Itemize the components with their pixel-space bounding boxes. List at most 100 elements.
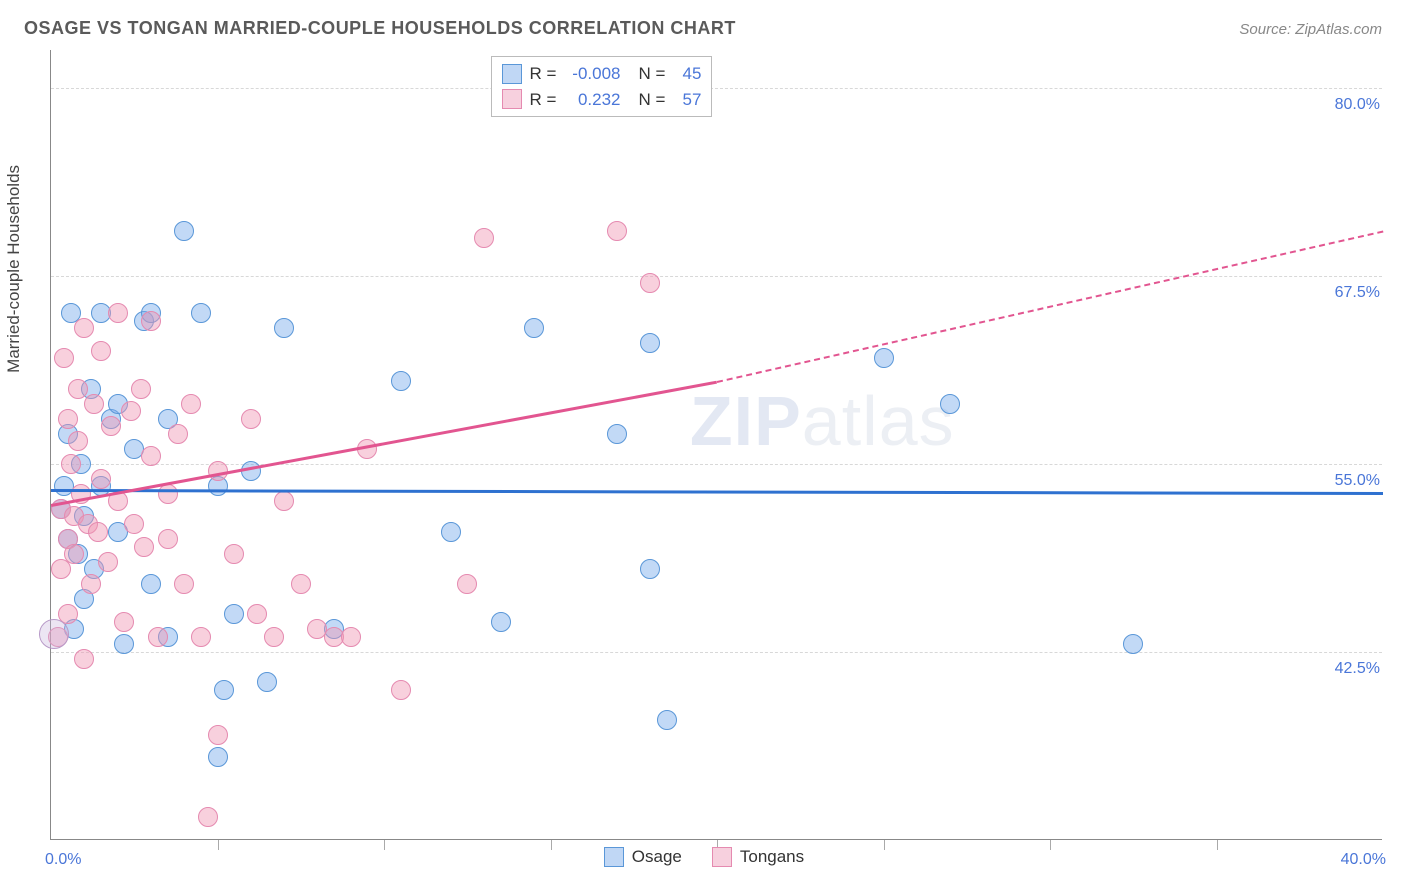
n-value: 57 bbox=[673, 87, 701, 113]
scatter-point bbox=[148, 627, 168, 647]
scatter-point bbox=[114, 612, 134, 632]
scatter-point bbox=[457, 574, 477, 594]
n-label: N = bbox=[638, 87, 665, 113]
x-tick-mark bbox=[218, 840, 219, 850]
scatter-point bbox=[39, 619, 69, 649]
scatter-point bbox=[640, 559, 660, 579]
legend-swatch bbox=[604, 847, 624, 867]
scatter-point bbox=[64, 544, 84, 564]
x-tick-mark bbox=[884, 840, 885, 850]
scatter-point bbox=[241, 461, 261, 481]
scatter-point bbox=[607, 424, 627, 444]
scatter-point bbox=[191, 303, 211, 323]
scatter-point bbox=[81, 574, 101, 594]
scatter-point bbox=[68, 431, 88, 451]
scatter-point bbox=[607, 221, 627, 241]
scatter-point bbox=[84, 394, 104, 414]
trend-line bbox=[51, 489, 1383, 495]
scatter-point bbox=[68, 379, 88, 399]
scatter-point bbox=[121, 401, 141, 421]
y-axis-label: Married-couple Households bbox=[4, 165, 24, 373]
series-name: Osage bbox=[632, 847, 682, 867]
n-label: N = bbox=[638, 61, 665, 87]
scatter-point bbox=[91, 341, 111, 361]
legend-row: R = 0.232 N = 57 bbox=[502, 87, 702, 113]
source-value: ZipAtlas.com bbox=[1295, 21, 1382, 38]
scatter-point bbox=[274, 491, 294, 511]
watermark: ZIPatlas bbox=[690, 381, 955, 461]
scatter-point bbox=[74, 318, 94, 338]
scatter-point bbox=[441, 522, 461, 542]
scatter-point bbox=[181, 394, 201, 414]
scatter-point bbox=[61, 454, 81, 474]
gridline bbox=[51, 88, 1382, 89]
y-tick-label: 55.0% bbox=[1331, 472, 1384, 490]
x-tick-label: 0.0% bbox=[45, 851, 81, 869]
gridline bbox=[51, 652, 1382, 653]
trend-line bbox=[717, 231, 1383, 383]
source-label: Source: bbox=[1239, 21, 1291, 38]
y-tick-label: 67.5% bbox=[1331, 284, 1384, 302]
r-value: 0.232 bbox=[564, 87, 620, 113]
scatter-point bbox=[491, 612, 511, 632]
scatter-point bbox=[391, 680, 411, 700]
legend-swatch bbox=[502, 64, 522, 84]
scatter-point bbox=[88, 522, 108, 542]
scatter-point bbox=[191, 627, 211, 647]
scatter-point bbox=[174, 221, 194, 241]
scatter-point bbox=[474, 228, 494, 248]
chart-title: OSAGE VS TONGAN MARRIED-COUPLE HOUSEHOLD… bbox=[24, 18, 736, 39]
scatter-point bbox=[198, 807, 218, 827]
scatter-point bbox=[134, 537, 154, 557]
scatter-point bbox=[141, 446, 161, 466]
series-name: Tongans bbox=[740, 847, 804, 867]
y-tick-label: 42.5% bbox=[1331, 660, 1384, 678]
r-value: -0.008 bbox=[564, 61, 620, 87]
scatter-point bbox=[214, 680, 234, 700]
scatter-point bbox=[114, 634, 134, 654]
scatter-point bbox=[224, 544, 244, 564]
scatter-point bbox=[1123, 634, 1143, 654]
x-tick-label: 40.0% bbox=[1341, 851, 1386, 869]
legend-swatch bbox=[712, 847, 732, 867]
r-label: R = bbox=[530, 87, 557, 113]
r-label: R = bbox=[530, 61, 557, 87]
chart-header: OSAGE VS TONGAN MARRIED-COUPLE HOUSEHOLD… bbox=[24, 18, 1382, 39]
scatter-point bbox=[640, 273, 660, 293]
series-legend: Osage Tongans bbox=[604, 847, 804, 867]
scatter-point bbox=[124, 514, 144, 534]
x-tick-mark bbox=[1217, 840, 1218, 850]
scatter-point bbox=[141, 311, 161, 331]
scatter-point bbox=[158, 484, 178, 504]
source-attribution: Source: ZipAtlas.com bbox=[1239, 21, 1382, 38]
scatter-point bbox=[940, 394, 960, 414]
scatter-point bbox=[874, 348, 894, 368]
scatter-point bbox=[141, 574, 161, 594]
x-tick-mark bbox=[1050, 840, 1051, 850]
n-value: 45 bbox=[673, 61, 701, 87]
legend-row: R = -0.008 N = 45 bbox=[502, 61, 702, 87]
scatter-point bbox=[524, 318, 544, 338]
scatter-point bbox=[241, 409, 261, 429]
plot-container: ZIPatlas 42.5%55.0%67.5%80.0%0.0%40.0%R … bbox=[50, 50, 1382, 840]
scatter-point bbox=[98, 552, 118, 572]
scatter-point bbox=[58, 409, 78, 429]
scatter-point bbox=[131, 379, 151, 399]
x-tick-mark bbox=[551, 840, 552, 850]
scatter-point bbox=[224, 604, 244, 624]
scatter-point bbox=[341, 627, 361, 647]
x-tick-mark bbox=[384, 840, 385, 850]
scatter-point bbox=[391, 371, 411, 391]
scatter-point bbox=[101, 416, 121, 436]
correlation-legend: R = -0.008 N = 45 R = 0.232 N = 57 bbox=[491, 56, 713, 117]
scatter-point bbox=[657, 710, 677, 730]
scatter-point bbox=[74, 649, 94, 669]
scatter-point bbox=[174, 574, 194, 594]
scatter-point bbox=[158, 529, 178, 549]
scatter-point bbox=[208, 747, 228, 767]
scatter-point bbox=[108, 303, 128, 323]
scatter-point bbox=[208, 725, 228, 745]
y-tick-label: 80.0% bbox=[1331, 96, 1384, 114]
scatter-point bbox=[291, 574, 311, 594]
legend-item: Tongans bbox=[712, 847, 804, 867]
